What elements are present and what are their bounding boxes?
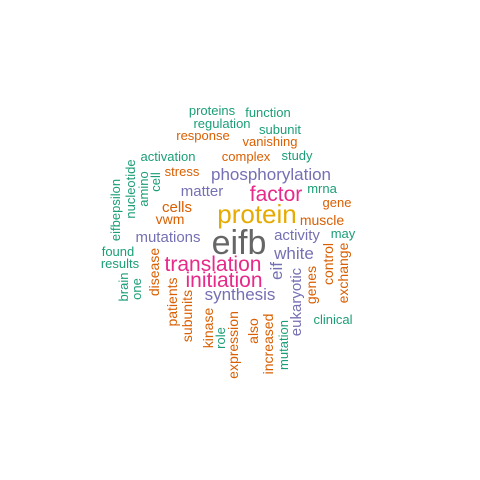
word-proteins: proteins	[189, 103, 236, 118]
word-increased: increased	[260, 314, 276, 375]
word-eifbepsilon: eifbepsilon	[108, 179, 123, 241]
word-activity: activity	[274, 227, 320, 244]
word-phosphorylation: phosphorylation	[211, 165, 331, 184]
word-also: also	[245, 318, 261, 344]
word-cells: cells	[162, 199, 192, 216]
word-protein: protein	[217, 199, 297, 229]
word-gene: gene	[323, 195, 352, 210]
word-brain: brain	[116, 273, 131, 302]
word-response: response	[176, 128, 229, 143]
word-role: role	[213, 327, 228, 349]
word-subunit: subunit	[259, 122, 301, 137]
word-initiation: initiation	[185, 269, 262, 292]
word-one: one	[129, 278, 144, 300]
word-complex: complex	[222, 149, 271, 164]
word-matter: matter	[181, 183, 224, 200]
word-patients: patients	[164, 277, 180, 326]
word-disease: disease	[146, 248, 162, 296]
word-vanishing: vanishing	[243, 134, 298, 149]
word-eukaryotic: eukaryotic	[288, 267, 305, 336]
word-genes: genes	[303, 266, 319, 304]
word-kinase: kinase	[200, 308, 216, 349]
word-activation: activation	[141, 149, 196, 164]
word-stress: stress	[165, 164, 200, 179]
word-study: study	[281, 148, 313, 163]
word-vwm: vwm	[156, 211, 185, 227]
word-mrna: mrna	[307, 181, 337, 196]
word-expression: expression	[225, 311, 241, 379]
word-subunits: subunits	[179, 290, 195, 342]
word-may: may	[331, 226, 356, 241]
word-synthesis: synthesis	[205, 285, 276, 304]
word-factor: factor	[250, 183, 303, 206]
word-results: results	[101, 256, 140, 271]
word-exchange: exchange	[335, 242, 351, 303]
word-clinical: clinical	[313, 312, 352, 327]
word-translation: translation	[165, 253, 262, 276]
word-eif: eif	[267, 262, 286, 280]
word-mutation: mutation	[276, 320, 291, 370]
word-found: found	[102, 244, 135, 259]
word-muscle: muscle	[300, 212, 345, 228]
word-function: function	[245, 105, 291, 120]
word-mutations: mutations	[135, 229, 200, 246]
word-white: white	[273, 244, 314, 263]
word-amino: amino	[136, 171, 151, 206]
word-nucleotide: nucleotide	[123, 159, 138, 218]
word-cell: cell	[148, 172, 163, 192]
word-cloud-words: eifb protein translation initiation fact…	[101, 103, 356, 379]
word-control: control	[320, 243, 336, 285]
word-regulation: regulation	[193, 116, 250, 131]
word-eifb: eifb	[212, 224, 267, 262]
